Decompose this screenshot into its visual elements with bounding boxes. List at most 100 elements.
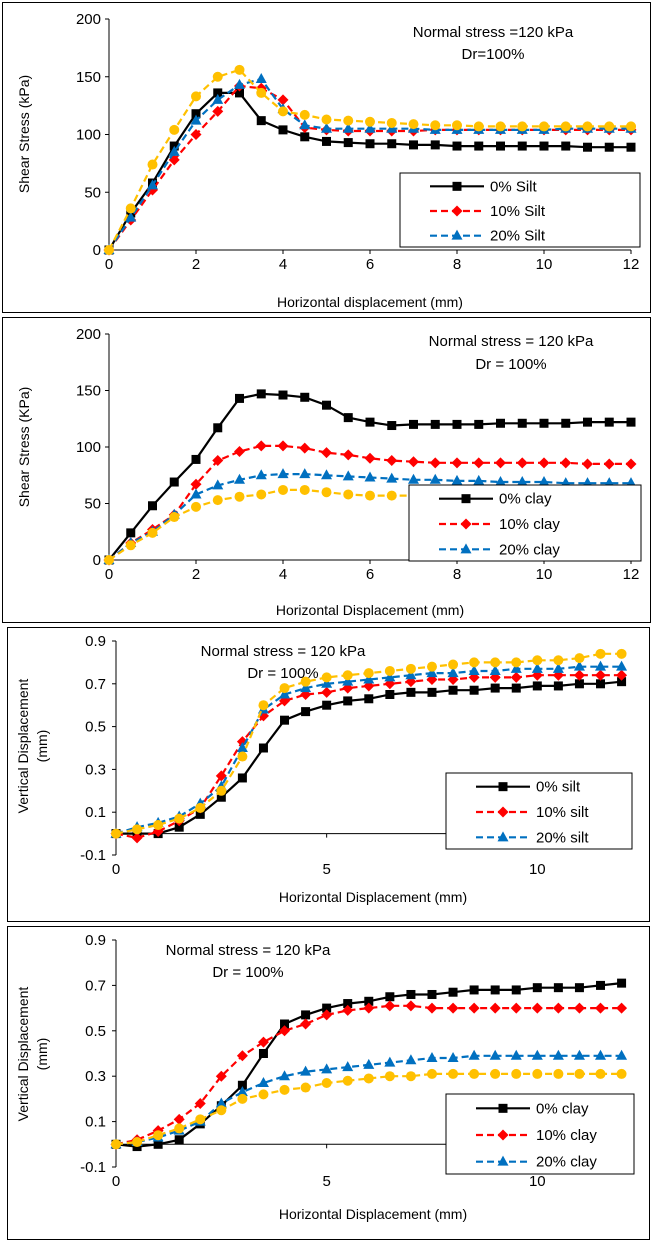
data-point: [236, 1086, 248, 1097]
data-point: [216, 792, 226, 802]
data-point: [321, 686, 333, 698]
x-tick-label: 2: [192, 566, 200, 583]
data-point: [216, 785, 227, 796]
data-point: [364, 996, 374, 1006]
data-point: [126, 528, 136, 538]
data-point: [299, 119, 311, 130]
data-point: [255, 73, 267, 84]
annotation-text: Dr = 100%: [475, 356, 546, 373]
data-point: [511, 657, 522, 668]
data-point: [111, 1139, 121, 1150]
y-tick-label: 150: [76, 383, 101, 400]
series-group: [110, 1000, 628, 1150]
data-point: [258, 700, 269, 711]
data-point: [409, 140, 418, 150]
data-point: [364, 694, 374, 704]
data-point: [147, 179, 158, 190]
y-tick-label: 0.3: [85, 761, 106, 778]
data-point: [384, 1071, 395, 1082]
data-point: [215, 1097, 227, 1108]
legend-swatch-marker: [497, 806, 509, 818]
data-point: [277, 440, 289, 452]
x-tick-label: 8: [453, 256, 461, 273]
x-axis-title: Horizontal Displacement (mm): [279, 889, 467, 905]
x-tick-label: 2: [192, 256, 200, 273]
data-point: [531, 669, 543, 681]
data-point: [552, 662, 564, 673]
legend-label: 20% clay: [536, 1154, 597, 1171]
annotation-text: Dr = 100%: [247, 665, 318, 682]
data-point: [191, 501, 201, 512]
data-point: [474, 141, 484, 151]
data-point: [405, 1071, 416, 1082]
data-point: [365, 490, 375, 501]
data-point: [363, 668, 374, 679]
data-point: [517, 418, 527, 428]
data-point: [406, 989, 416, 999]
data-point: [625, 458, 637, 470]
y-tick-label: 0.5: [85, 719, 106, 736]
data-point: [489, 664, 501, 675]
data-point: [405, 1000, 417, 1012]
data-point: [473, 121, 484, 132]
data-point: [364, 122, 376, 133]
data-point: [429, 473, 441, 484]
data-point: [616, 1002, 628, 1014]
data-point: [280, 1019, 290, 1029]
data-point: [237, 1093, 248, 1104]
legend-label: 20% clay: [499, 541, 560, 558]
data-point: [235, 393, 244, 403]
data-point: [406, 687, 416, 697]
data-point: [321, 1078, 332, 1089]
data-point: [447, 667, 459, 678]
x-tick-label: 5: [322, 1173, 330, 1190]
data-point: [604, 121, 615, 132]
y-tick-label: 100: [76, 439, 101, 456]
data-point: [321, 672, 332, 683]
data-point: [552, 1002, 564, 1014]
data-point: [257, 1077, 269, 1088]
y-tick-label: 200: [76, 11, 101, 28]
data-point: [517, 121, 528, 132]
data-point: [343, 413, 353, 423]
legend-swatch-marker: [498, 782, 508, 792]
data-point: [212, 105, 224, 117]
data-point: [255, 440, 267, 452]
data-point: [153, 1130, 164, 1141]
data-point: [321, 487, 332, 498]
data-point: [212, 455, 224, 467]
data-point: [553, 655, 564, 666]
y-tick-label: 50: [84, 496, 101, 513]
data-point: [132, 824, 143, 835]
data-point: [322, 400, 331, 410]
data-point: [321, 1009, 333, 1021]
data-point: [426, 667, 438, 678]
data-point: [595, 669, 607, 681]
x-axis-title: Horizontal displacement (mm): [277, 294, 463, 310]
data-point: [384, 1056, 396, 1067]
data-point: [237, 1080, 247, 1090]
data-point: [195, 809, 205, 819]
data-point: [469, 985, 479, 995]
data-point: [342, 675, 354, 686]
data-point: [237, 751, 248, 762]
data-point: [574, 679, 584, 689]
data-point: [343, 138, 353, 148]
data-point: [343, 115, 354, 126]
series-group: [111, 648, 627, 839]
data-point: [405, 676, 417, 688]
data-point: [300, 1065, 312, 1076]
data-point: [173, 1113, 185, 1125]
data-point: [595, 648, 606, 659]
data-point: [469, 1068, 480, 1079]
data-point: [532, 983, 542, 993]
x-tick-label: 0: [105, 566, 113, 583]
x-tick-label: 4: [279, 256, 287, 273]
x-tick-label: 10: [529, 861, 546, 878]
y-tick-label: 100: [76, 127, 101, 144]
data-point: [386, 472, 398, 483]
data-point: [300, 1018, 312, 1030]
y-tick-label: -0.1: [80, 1159, 106, 1176]
data-point: [190, 129, 202, 140]
x-tick-label: 10: [536, 256, 553, 273]
